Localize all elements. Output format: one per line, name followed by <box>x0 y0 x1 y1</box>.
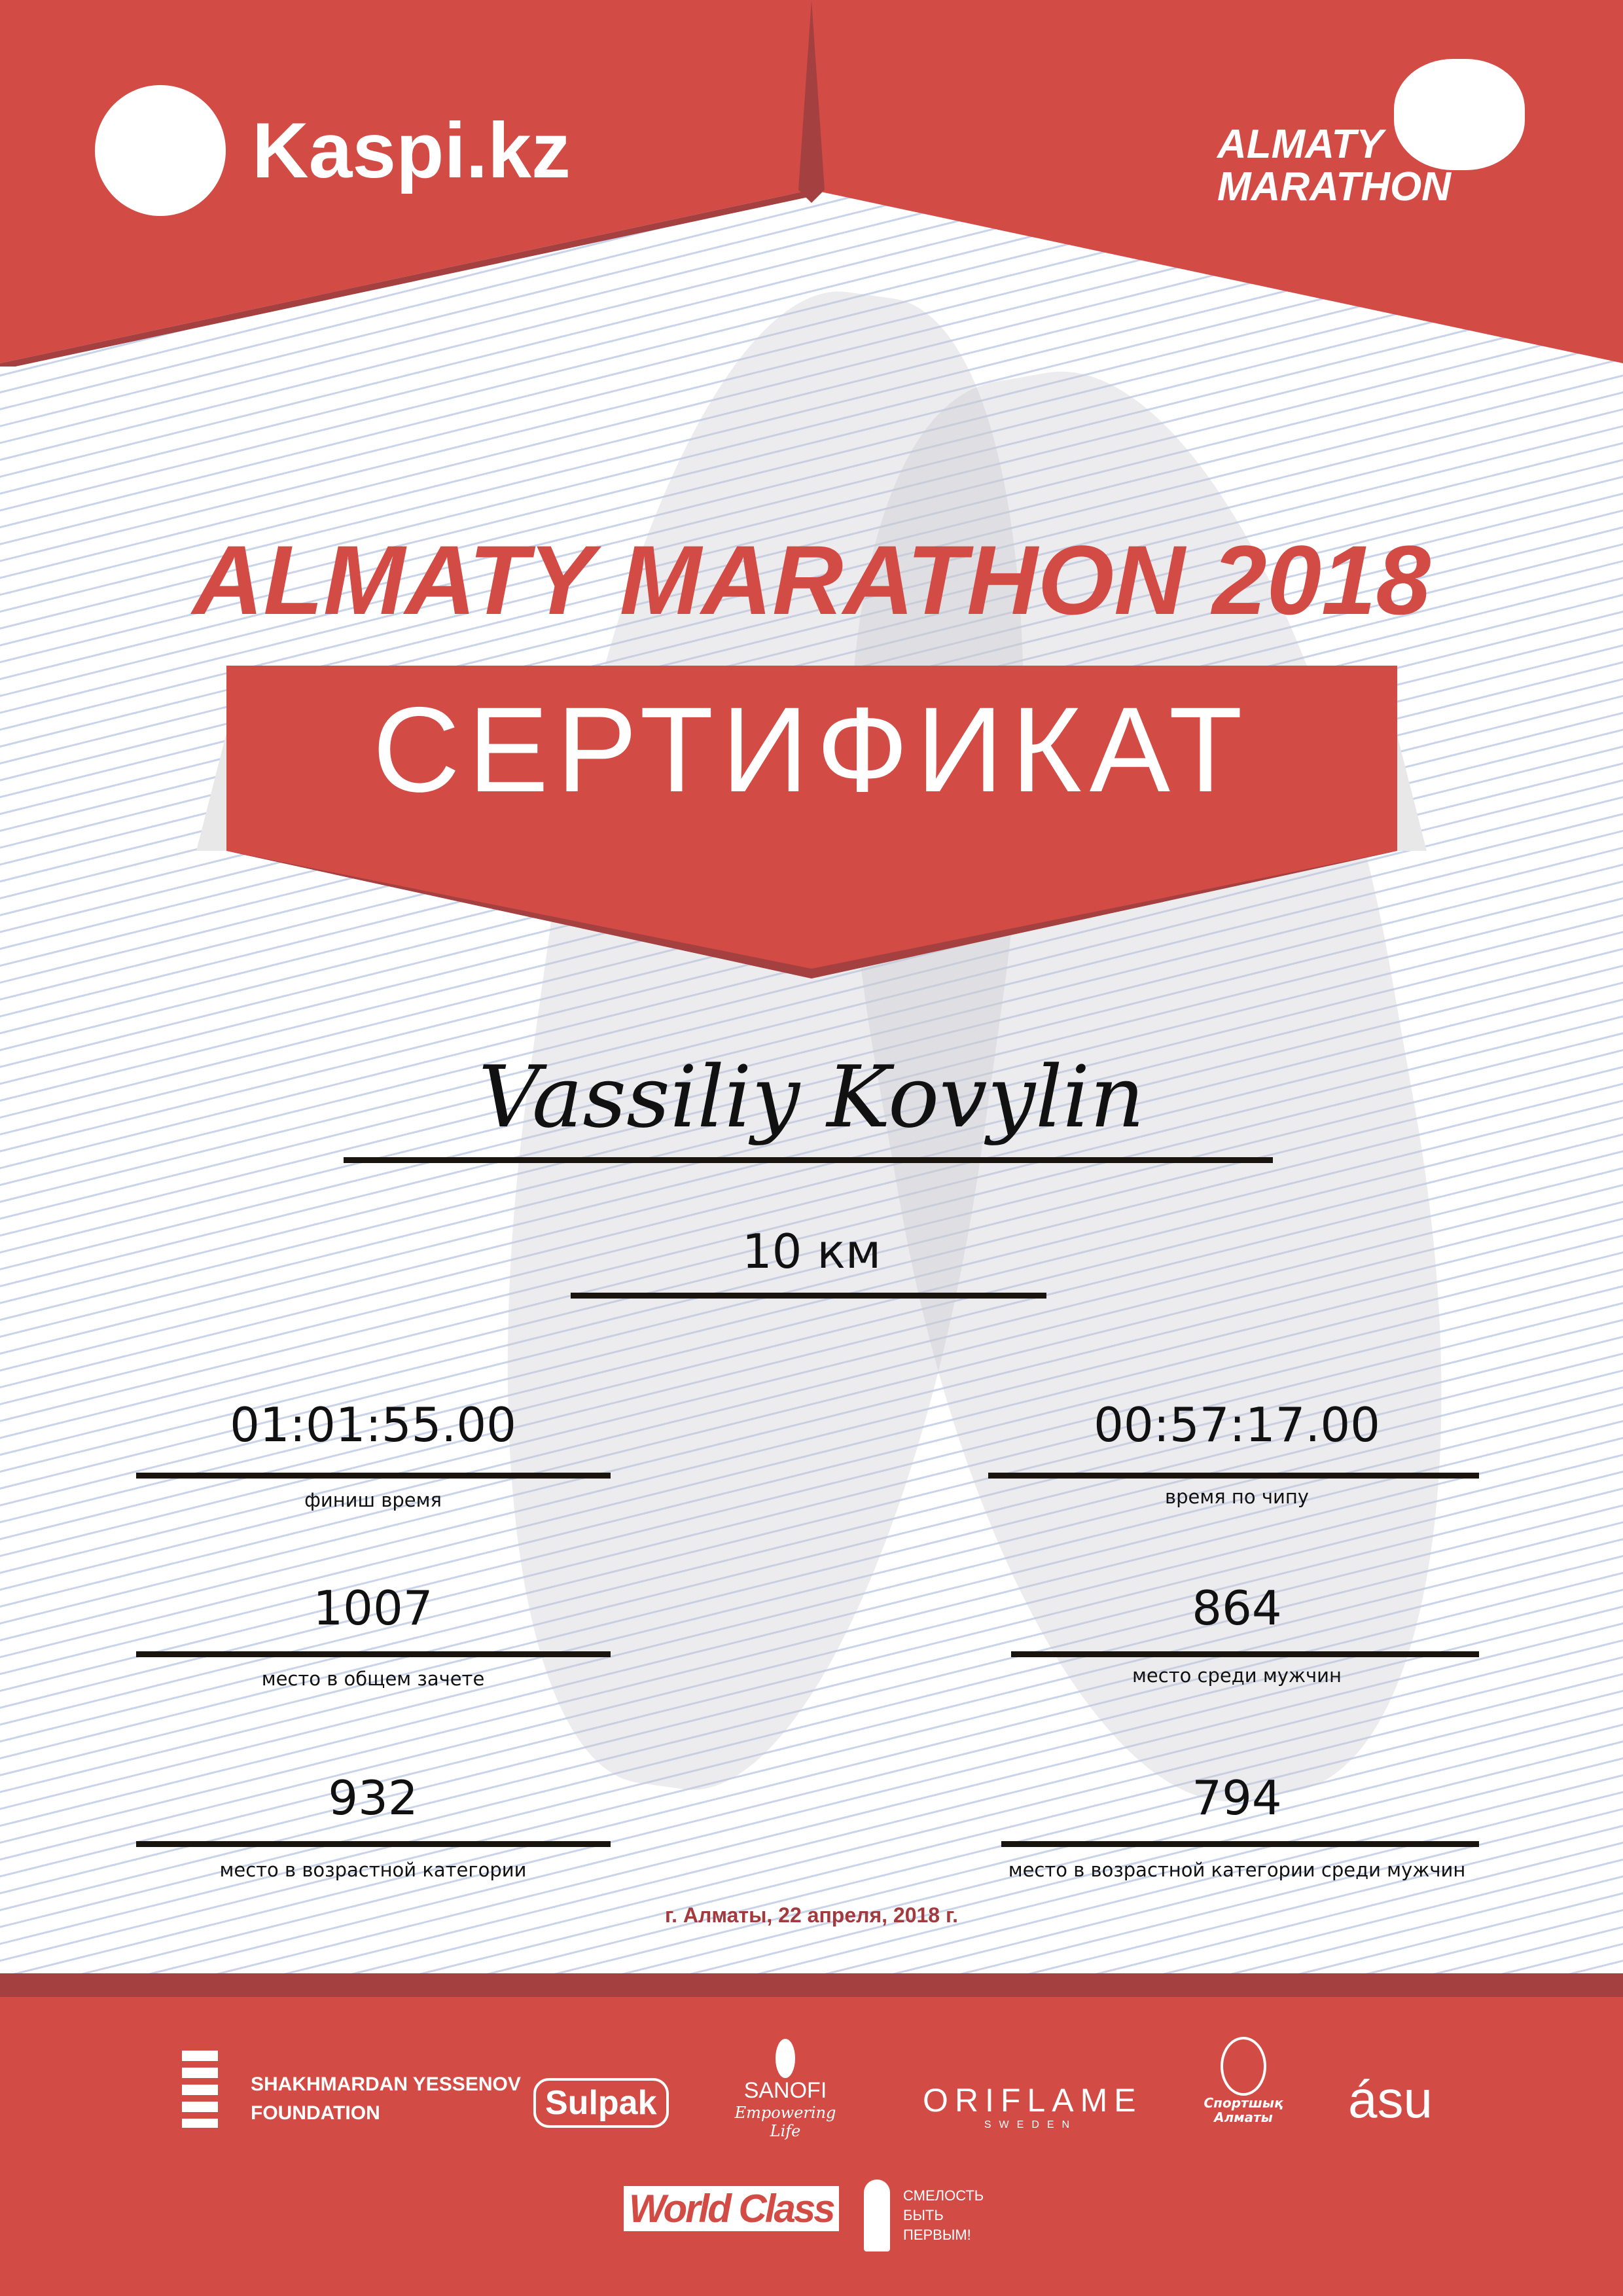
age-gender-place-label: место в возрастной категории среди мужчи… <box>1008 1859 1466 1881</box>
chip-time-value: 00:57:17.00 <box>1094 1397 1380 1452</box>
sport-almaty-emblem-icon <box>1221 2037 1266 2096</box>
almaty-marathon-logo: ALMATY MARATHON <box>1217 59 1525 216</box>
sanofi-logo: SANOFI Empowering Life <box>720 2039 851 2140</box>
age-place-value: 932 <box>328 1770 418 1825</box>
age-place-label: место в возрастной категории <box>219 1859 527 1881</box>
kaspi-logo: Kaspi.kz <box>95 85 571 216</box>
participant-name: Vassiliy Kovylin <box>478 1047 1145 1147</box>
gender-place-line <box>1011 1651 1479 1657</box>
finish-time-line <box>136 1473 611 1479</box>
age-place-line <box>136 1841 611 1847</box>
fund-figure-icon <box>864 2179 890 2251</box>
oriflame-logo: ORIFLAME SWEDEN <box>923 2082 1143 2130</box>
certificate-ribbon <box>196 666 1427 978</box>
runner-icon <box>1394 59 1525 170</box>
sanofi-icon <box>776 2039 795 2078</box>
chip-time-label: время по чипу <box>1165 1486 1309 1508</box>
gender-place-value: 864 <box>1192 1581 1282 1636</box>
sport-almaty-logo: Спортшық Алматы <box>1198 2037 1289 2125</box>
yessenov-logo: SHAKHMARDAN YESSENOV FOUNDATION <box>182 2051 521 2128</box>
event-date: г. Алматы, 22 апреля, 2018 г. <box>665 1903 958 1927</box>
age-gender-place-line <box>1001 1841 1479 1847</box>
kaspi-logo-icon <box>95 85 226 216</box>
finish-time-label: финиш время <box>304 1489 442 1511</box>
name-underline <box>344 1157 1273 1163</box>
overall-place-value: 1007 <box>313 1581 433 1636</box>
certificate-heading: СЕРТИФИКАТ <box>372 683 1251 817</box>
sulpak-logo: Sulpak <box>533 2078 669 2128</box>
yessenov-icon <box>182 2051 218 2128</box>
overall-place-label: место в общем зачете <box>261 1668 485 1690</box>
age-gender-place-value: 794 <box>1192 1770 1282 1825</box>
gender-place-label: место среди мужчин <box>1132 1664 1342 1687</box>
background-pattern <box>0 0 1623 1977</box>
distance: 10 км <box>741 1224 882 1279</box>
distance-underline <box>571 1293 1046 1299</box>
finish-time-value: 01:01:55.00 <box>230 1397 516 1452</box>
event-title: ALMATY MARATHON 2018 <box>192 525 1431 635</box>
worldclass-logo: World Class <box>624 2186 839 2231</box>
asu-logo: ásu <box>1348 2070 1433 2128</box>
fund-logo: СМЕЛОСТЬ БЫТЬ ПЕРВЫМ! <box>864 2179 984 2251</box>
chip-time-line <box>988 1473 1479 1479</box>
footer-band <box>0 1973 1623 2296</box>
header-band <box>0 0 1623 367</box>
overall-place-line <box>136 1651 611 1657</box>
